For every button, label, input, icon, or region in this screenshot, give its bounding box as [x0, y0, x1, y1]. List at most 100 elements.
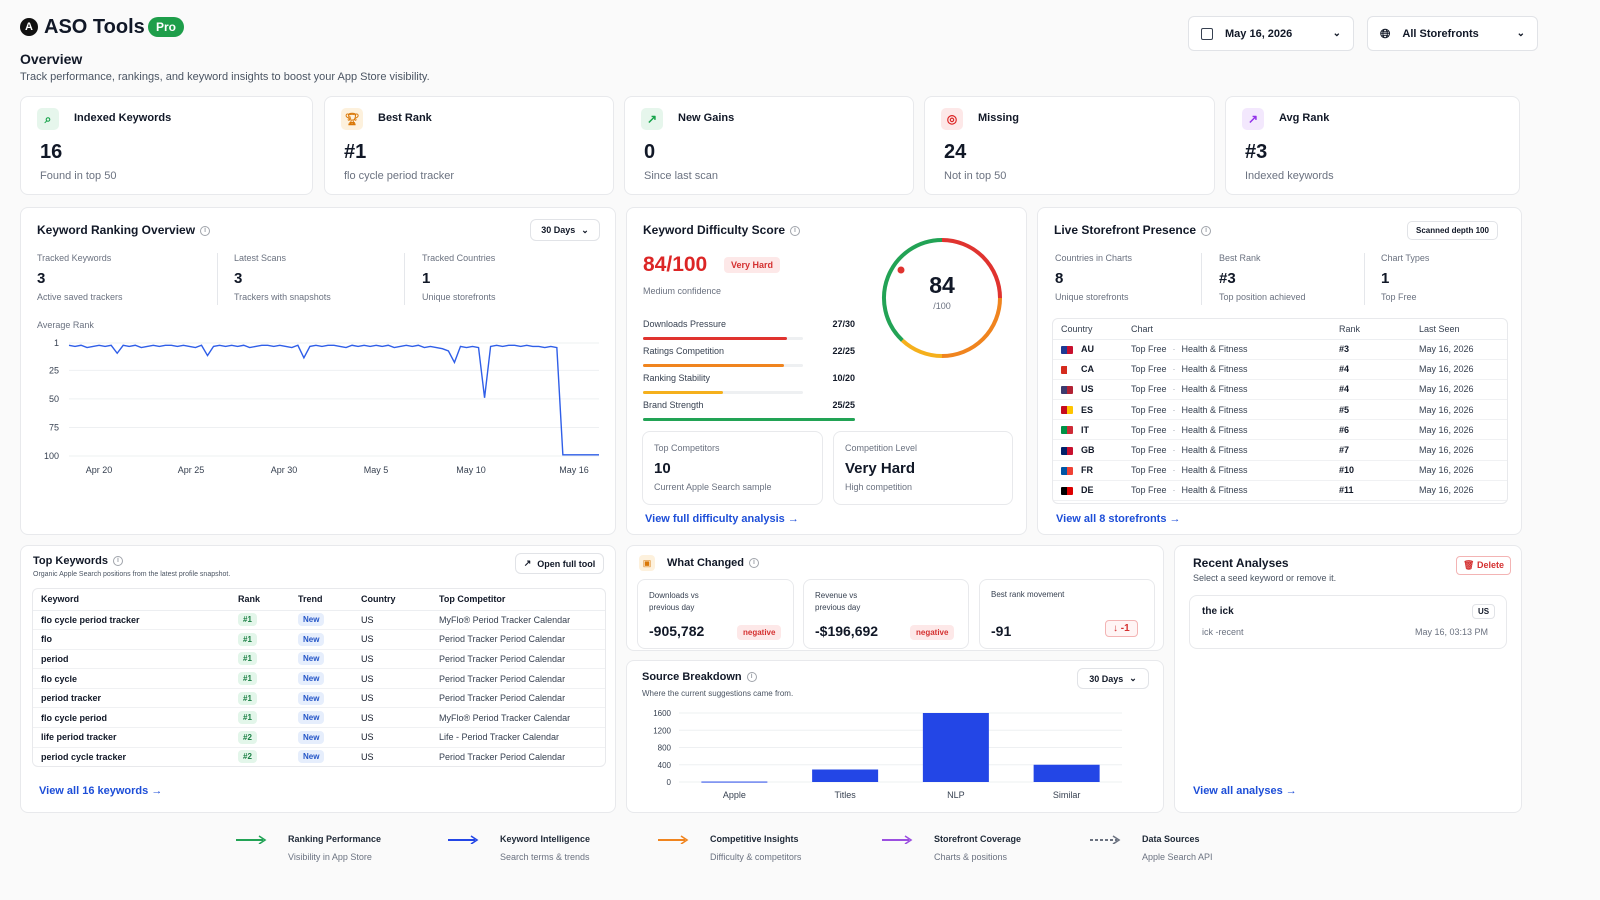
stat-card: ⌕ Indexed Keywords 16 Found in top 50 [20, 96, 313, 195]
source-subtitle: Where the current suggestions came from. [642, 689, 794, 698]
storefront-row[interactable]: GB Top Free · Health & Fitness #7 May 16, 202… [1053, 439, 1507, 461]
gauge-arc-segment [941, 238, 1002, 299]
table-row[interactable]: flo #1 New US Period Tracker Period Calendar [33, 629, 605, 650]
table-row[interactable]: flo cycle #1 New US Period Tracker Period Ca… [33, 668, 605, 689]
arrow-right-icon: → [151, 785, 163, 797]
metric-tracked-countries: Tracked Countries 1 Unique storefronts [422, 253, 496, 302]
gauge-arc-segment [941, 297, 1002, 358]
stat-value: #3 [1245, 141, 1268, 163]
storefront-card: Live Storefront Presence i Scanned depth … [1037, 207, 1522, 535]
table-row[interactable]: flo cycle period tracker #1 New US MyFlo® Pe… [33, 610, 605, 631]
series-line [68, 344, 599, 456]
target-icon: ◎ [941, 108, 963, 130]
chevron-down-icon: ⌄ [1516, 28, 1525, 39]
arrow-right-icon [882, 835, 913, 844]
table-row[interactable]: flo cycle period #1 New US MyFlo® Period Tra… [33, 707, 605, 729]
view-keywords-link[interactable]: View all 16 keywords → [39, 785, 163, 797]
info-icon[interactable]: i [112, 556, 123, 567]
col-rank: Rank [238, 589, 298, 611]
storefront-row[interactable]: DE Top Free · Health & Fitness #11 May 16, 20… [1053, 480, 1507, 502]
x-tick-label: Apple [723, 790, 746, 800]
storefront-row[interactable]: ES Top Free · Health & Fitness #5 May 16, 202… [1053, 399, 1507, 421]
storefront-row[interactable]: IT Top Free · Health & Fitness #6 May 16, 202… [1053, 419, 1507, 441]
trend-up-icon: ↗ [1242, 108, 1264, 130]
keywords-table: Keyword Rank Trend Country Top Competito… [33, 589, 605, 766]
storefront-table-box: Country Chart Rank Last Seen AU Top Free ·… [1052, 318, 1508, 504]
stat-sub: Not in top 50 [944, 170, 1007, 182]
y-tick-label: 1 [54, 338, 59, 348]
storefront-select[interactable]: 🌐︎ All Storefronts ⌄ [1367, 16, 1538, 51]
storefront-row[interactable]: FR Top Free · Health & Fitness #10 May 16, 20… [1053, 460, 1507, 481]
arrow-right-icon [1090, 835, 1121, 844]
info-icon[interactable]: i [790, 225, 801, 236]
stat-value: 16 [40, 141, 63, 163]
storefront-row[interactable]: CA Top Free · Health & Fitness #4 May 16, 202… [1053, 359, 1507, 380]
stat-label: Indexed Keywords [74, 112, 172, 124]
gauge-arc-segment [900, 338, 943, 358]
rank-badge: #1 [238, 711, 257, 725]
view-difficulty-link[interactable]: View full difficulty analysis → [645, 513, 799, 525]
x-tick-label: Apr 25 [178, 465, 205, 475]
x-tick-label: Similar [1053, 790, 1081, 800]
negative-badge: negative [910, 625, 955, 640]
flag-icon [1061, 365, 1073, 374]
flag-icon [1061, 345, 1073, 354]
table-row[interactable]: period cycle tracker #2 New US Period Tracke… [33, 747, 605, 766]
page-title: Overview [20, 51, 83, 67]
delete-button[interactable]: 🗑︎ Delete [1456, 556, 1511, 575]
storefront-row[interactable]: AU Top Free · Health & Fitness #3 May 16, 202… [1053, 339, 1507, 360]
difficulty-gauge [882, 238, 1002, 358]
source-bar-chart: 0 400 800 1200 1600 Apple Titles NLP Similar [653, 709, 1122, 800]
open-full-tool-button[interactable]: ↗ Open full tool [515, 553, 604, 574]
ranking-line-chart: 1 25 50 75 100 Apr 20 Apr 25 Apr 30 May 5 May 10 M… [44, 338, 599, 475]
revenue-change-box: Revenue vs previous day -$196,692 negati… [803, 579, 969, 649]
info-icon[interactable]: i [746, 672, 757, 683]
competitors-box: Top Competitors 10 Current Apple Search sa… [642, 431, 823, 505]
col-country: Country [361, 589, 439, 611]
recent-subtitle: Select a seed keyword or remove it. [1193, 573, 1337, 583]
stat-sub: flo cycle period tracker [344, 170, 455, 182]
what-changed-card: ▣ What Changed i Downloads vs previous da… [626, 545, 1164, 651]
storefront-row[interactable]: US Top Free · Health & Fitness #4 May 16, 202… [1053, 379, 1507, 401]
stat-value: 24 [944, 141, 967, 163]
chevron-down-icon: ⌄ [1129, 673, 1137, 683]
info-icon[interactable]: i [1201, 225, 1212, 236]
arrow-right-icon: → [1169, 513, 1181, 525]
source-range-select[interactable]: 30 Days ⌄ [1077, 668, 1149, 689]
difficulty-score: 84/100 [643, 253, 708, 276]
trend-badge: New [298, 691, 325, 705]
difficulty-factor: Ranking Stability 10/20 [643, 373, 855, 394]
info-icon[interactable]: i [749, 558, 759, 569]
date-picker[interactable]: May 16, 2026 ⌄ [1188, 16, 1354, 51]
trend-badge: New [298, 750, 325, 764]
range-value: 30 Days [541, 225, 576, 235]
arrow-down-icon: ↓ [1113, 623, 1118, 634]
rank-badge: #1 [238, 652, 257, 666]
stat-sub: Found in top 50 [40, 170, 117, 182]
ranking-range-select[interactable]: 30 Days ⌄ [530, 219, 600, 241]
info-icon[interactable]: i [200, 225, 211, 236]
col-trend: Trend [298, 589, 361, 611]
app-name: ASO Tools [44, 16, 145, 38]
trend-badge: New [298, 632, 325, 646]
metric-tracked-keywords: Tracked Keywords 3 Active saved trackers [37, 253, 123, 302]
table-row[interactable]: life period tracker #2 New US Life - Period … [33, 727, 605, 748]
table-row[interactable]: period tracker #1 New US Period Tracker Peri… [33, 688, 605, 709]
trend-badge: New [298, 672, 325, 686]
table-row[interactable]: period #1 New US Period Tracker Period Calen… [33, 649, 605, 670]
app-logo[interactable]: A [20, 18, 38, 36]
view-storefronts-link[interactable]: View all 8 storefronts → [1056, 513, 1181, 525]
y-tick-label: 50 [49, 394, 59, 404]
country-badge: US [1472, 604, 1496, 619]
recent-analysis-item[interactable]: the ick US ick -recent May 16, 03:13 PM [1189, 595, 1507, 649]
downloads-change-box: Downloads vs previous day -905,782 negat… [637, 579, 794, 649]
top-keywords-subtitle: Organic Apple Search positions from the … [33, 571, 231, 578]
flag-icon [1061, 386, 1073, 395]
view-analyses-link[interactable]: View all analyses → [1193, 785, 1297, 797]
stat-card: ◎ Missing 24 Not in top 50 [924, 96, 1215, 195]
x-tick-label: Titles [835, 790, 857, 800]
search-icon: ⌕ [37, 108, 59, 130]
bar [1033, 764, 1100, 782]
x-tick-label: NLP [947, 790, 965, 800]
x-tick-label: May 16 [559, 465, 589, 475]
